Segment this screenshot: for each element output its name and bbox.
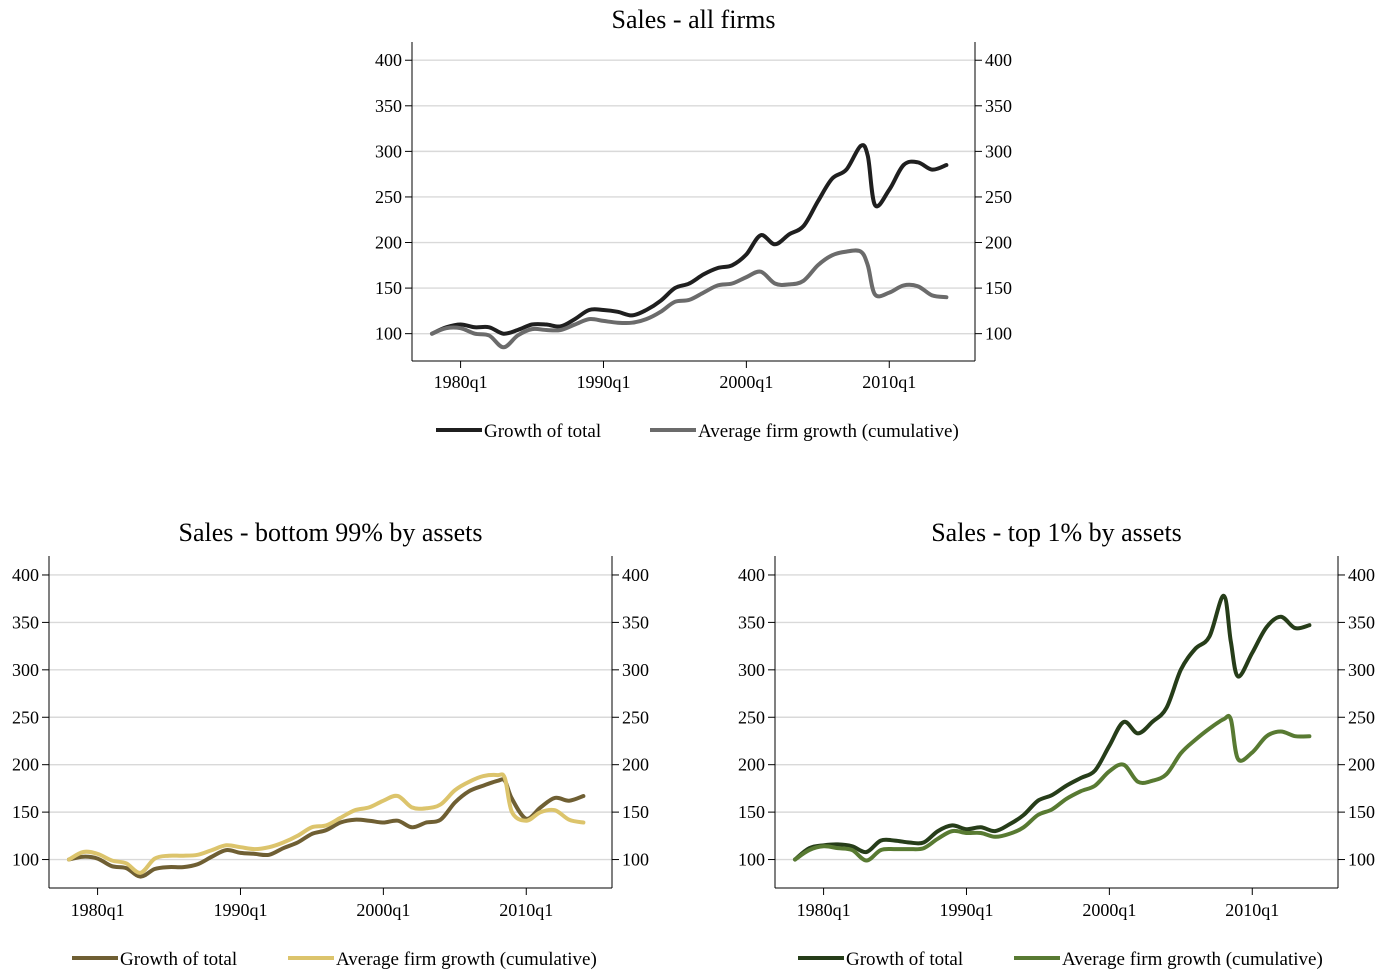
x-tick-label: 1980q1 (71, 900, 125, 920)
y-tick-label-right: 100 (1348, 850, 1375, 870)
y-tick-label-right: 250 (1348, 707, 1375, 727)
y-tick-label-left: 200 (375, 233, 402, 253)
legend-label-1: Growth of total (120, 949, 237, 970)
legend-label-2: Average firm growth (cumulative) (336, 949, 597, 970)
y-tick-label-right: 300 (622, 660, 649, 680)
chart-title: Sales - top 1% by assets (931, 518, 1182, 547)
y-tick-label-left: 100 (375, 324, 402, 344)
y-tick-label-right: 100 (622, 850, 649, 870)
y-tick-label-right: 400 (1348, 565, 1375, 585)
y-tick-label-left: 300 (12, 660, 39, 680)
y-tick-label-right: 250 (985, 187, 1012, 207)
chart-panel-2: Sales - bottom 99% by assets 100 100 150 150… (12, 518, 649, 970)
y-tick-label-left: 250 (375, 187, 402, 207)
y-tick-label-left: 200 (738, 755, 765, 775)
series-line-2 (430, 248, 949, 350)
y-tick-label-right: 400 (985, 50, 1012, 70)
x-tick-label: 2000q1 (356, 900, 410, 920)
y-tick-label-right: 150 (985, 278, 1012, 298)
y-tick-label-right: 200 (1348, 755, 1375, 775)
x-tick-label: 1990q1 (576, 372, 630, 392)
y-tick-label-right: 350 (622, 612, 649, 632)
y-tick-label-left: 350 (738, 612, 765, 632)
x-tick-label: 2000q1 (1082, 900, 1136, 920)
y-tick-label-left: 400 (738, 565, 765, 585)
series-line-1 (793, 593, 1312, 862)
y-tick-label-left: 200 (12, 755, 39, 775)
x-tick-label: 1980q1 (797, 900, 851, 920)
x-tick-label: 2000q1 (719, 372, 773, 392)
y-tick-label-right: 400 (622, 565, 649, 585)
y-tick-label-right: 150 (1348, 802, 1375, 822)
x-tick-label: 1990q1 (939, 900, 993, 920)
series-line-1 (430, 143, 949, 336)
series-line-2 (793, 713, 1312, 863)
y-tick-label-left: 350 (12, 612, 39, 632)
x-tick-label: 1980q1 (434, 372, 488, 392)
x-tick-label: 1990q1 (213, 900, 267, 920)
chart-panel-3: Sales - top 1% by assets 100 100 150 150 200 2… (738, 518, 1375, 970)
x-tick-label: 2010q1 (499, 900, 553, 920)
y-tick-label-right: 250 (622, 707, 649, 727)
y-tick-label-right: 350 (1348, 612, 1375, 632)
y-tick-label-right: 100 (985, 324, 1012, 344)
x-tick-label: 2010q1 (1225, 900, 1279, 920)
y-tick-label-left: 350 (375, 96, 402, 116)
x-tick-label: 2010q1 (862, 372, 916, 392)
y-tick-label-right: 350 (985, 96, 1012, 116)
y-tick-label-right: 200 (985, 233, 1012, 253)
y-tick-label-right: 300 (1348, 660, 1375, 680)
y-tick-label-left: 100 (738, 850, 765, 870)
chart-title: Sales - all firms (612, 5, 776, 34)
legend-label-1: Growth of total (484, 421, 601, 442)
chart-panel-1: Sales - all firms 100 100 150 150 200 200 250 25… (375, 5, 1012, 442)
y-tick-label-right: 200 (622, 755, 649, 775)
legend-label-2: Average firm growth (cumulative) (698, 421, 959, 442)
y-tick-label-left: 400 (375, 50, 402, 70)
y-tick-label-right: 300 (985, 141, 1012, 161)
y-tick-label-left: 150 (738, 802, 765, 822)
y-tick-label-left: 150 (375, 278, 402, 298)
chart-title: Sales - bottom 99% by assets (178, 518, 482, 547)
y-tick-label-left: 150 (12, 802, 39, 822)
y-tick-label-left: 250 (12, 707, 39, 727)
y-tick-label-left: 400 (12, 565, 39, 585)
y-tick-label-left: 100 (12, 850, 39, 870)
legend-label-1: Growth of total (846, 949, 963, 970)
y-tick-label-left: 300 (375, 141, 402, 161)
y-tick-label-left: 300 (738, 660, 765, 680)
y-tick-label-right: 150 (622, 802, 649, 822)
y-tick-label-left: 250 (738, 707, 765, 727)
legend-label-2: Average firm growth (cumulative) (1062, 949, 1323, 970)
series-line-2 (67, 772, 586, 875)
